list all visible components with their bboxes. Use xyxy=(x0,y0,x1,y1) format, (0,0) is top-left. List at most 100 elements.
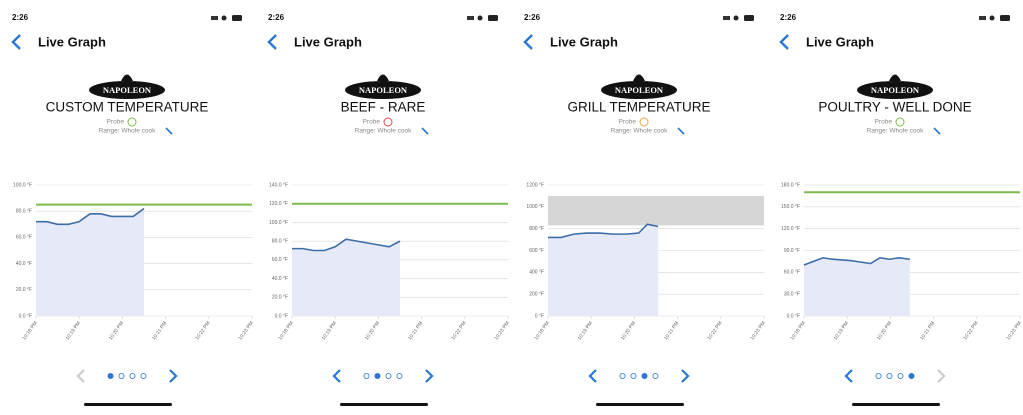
line-area xyxy=(804,257,910,316)
probe-heading: GRILL TEMPERATURE xyxy=(567,100,710,115)
page-dot[interactable] xyxy=(118,372,125,379)
x-tick-label: 10:18 PM xyxy=(790,320,807,341)
brand-logo-badge xyxy=(857,81,933,99)
page-dot[interactable] xyxy=(619,372,626,379)
next-page-button[interactable] xyxy=(425,369,434,383)
page-dot[interactable] xyxy=(641,372,648,379)
page-dot[interactable] xyxy=(140,372,147,379)
x-tick-label: 10:18 PM xyxy=(278,320,295,341)
back-button[interactable] xyxy=(779,34,789,50)
x-tick-label: 10:21 PM xyxy=(663,320,680,341)
status-time: 2:26 xyxy=(524,13,541,22)
y-tick-label: 20.0 °F xyxy=(16,287,32,293)
prev-page-button[interactable] xyxy=(332,369,341,383)
page-dot[interactable] xyxy=(908,372,915,379)
battery-icon xyxy=(744,15,754,21)
x-tick-label: 10:21 PM xyxy=(919,320,936,341)
x-tick-label: 10:23 PM xyxy=(1006,320,1023,341)
brand-logo: NAPOLEON xyxy=(615,85,664,95)
page-dot[interactable] xyxy=(107,372,114,379)
nav-title: Live Graph xyxy=(806,34,874,49)
page-dot[interactable] xyxy=(897,372,904,379)
phone-screen: 2:26 Live Graph NAPOLEON GRILL TEMPERATURE P… xyxy=(523,13,767,406)
page-dot[interactable] xyxy=(630,372,637,379)
next-page-button[interactable] xyxy=(681,369,690,383)
x-tick-label: 10:22 PM xyxy=(194,320,211,341)
probe-heading: CUSTOM TEMPERATURE xyxy=(46,100,209,115)
range-label: Range: Whole cook xyxy=(99,128,156,135)
y-tick-label: 600 °F xyxy=(529,248,544,254)
page-dot[interactable] xyxy=(652,372,659,379)
y-tick-label: 20.0 °F xyxy=(272,295,288,301)
probe-icon xyxy=(895,117,905,127)
wifi-icon xyxy=(221,15,227,21)
page-dot[interactable] xyxy=(875,372,882,379)
range-label: Range: Whole cook xyxy=(355,128,412,135)
y-tick-label: 0 °F xyxy=(535,313,544,319)
x-tick-label: 10:22 PM xyxy=(706,320,723,341)
brand-logo-flame xyxy=(889,74,901,81)
y-tick-label: 200 °F xyxy=(529,291,544,297)
nav-title: Live Graph xyxy=(550,34,618,49)
line-area xyxy=(36,208,144,316)
status-time: 2:26 xyxy=(268,13,285,22)
line-area xyxy=(292,239,400,316)
y-tick-label: 1200 °F xyxy=(526,182,544,188)
probe-label: Probe xyxy=(363,119,381,126)
y-tick-label: 400 °F xyxy=(529,270,544,276)
probe-heading: BEEF - RARE xyxy=(341,100,426,115)
target-range-band xyxy=(548,195,764,226)
y-tick-label: 1000 °F xyxy=(526,204,544,210)
phone-screen: 2:26 Live Graph NAPOLEON BEEF - RARE Probe Ra… xyxy=(267,13,511,406)
back-button[interactable] xyxy=(523,34,533,50)
next-page-button[interactable] xyxy=(169,369,178,383)
x-tick-label: 10:20 PM xyxy=(876,320,893,341)
y-tick-label: 100.0 °F xyxy=(269,220,288,226)
prev-page-button[interactable] xyxy=(76,369,85,383)
prev-page-button[interactable] xyxy=(588,369,597,383)
back-button[interactable] xyxy=(267,34,277,50)
temperature-line xyxy=(36,207,145,226)
y-tick-label: 0.0 °F xyxy=(19,313,32,319)
page-dot[interactable] xyxy=(129,372,136,379)
page-dot[interactable] xyxy=(396,372,403,379)
page-dot[interactable] xyxy=(886,372,893,379)
brand-logo: NAPOLEON xyxy=(103,85,152,95)
x-tick-label: 10:19 PM xyxy=(577,320,594,341)
y-tick-label: 80.0 °F xyxy=(16,209,32,215)
temperature-line xyxy=(548,223,659,239)
y-tick-label: 100.0 °F xyxy=(13,182,32,188)
range-edit-icon xyxy=(165,127,173,135)
signal-icon xyxy=(211,16,218,20)
back-button[interactable] xyxy=(11,34,21,50)
y-tick-label: 60.0 °F xyxy=(272,257,288,263)
x-tick-label: 10:20 PM xyxy=(364,320,381,341)
y-tick-label: 120.0 °F xyxy=(269,201,288,207)
y-tick-label: 40.0 °F xyxy=(272,276,288,282)
probe-label: Probe xyxy=(875,119,893,126)
prev-page-button[interactable] xyxy=(844,369,853,383)
home-indicator xyxy=(852,403,940,406)
wifi-icon xyxy=(989,15,995,21)
battery-icon xyxy=(488,15,498,21)
x-tick-label: 10:23 PM xyxy=(238,320,255,341)
signal-icon xyxy=(723,16,730,20)
probe-label: Probe xyxy=(619,119,637,126)
page-dot[interactable] xyxy=(374,372,381,379)
y-tick-label: 800 °F xyxy=(529,226,544,232)
battery-icon xyxy=(232,15,242,21)
status-time: 2:26 xyxy=(780,13,797,22)
y-tick-label: 180.0 °F xyxy=(781,182,800,188)
x-tick-label: 10:19 PM xyxy=(833,320,850,341)
page-dot[interactable] xyxy=(385,372,392,379)
home-indicator xyxy=(596,403,684,406)
y-tick-label: 40.0 °F xyxy=(16,261,32,267)
x-tick-label: 10:22 PM xyxy=(450,320,467,341)
y-tick-label: 60.0 °F xyxy=(16,235,32,241)
x-tick-label: 10:19 PM xyxy=(65,320,82,341)
next-page-button[interactable] xyxy=(937,369,946,383)
brand-logo: NAPOLEON xyxy=(871,85,920,95)
page-dot[interactable] xyxy=(363,372,370,379)
